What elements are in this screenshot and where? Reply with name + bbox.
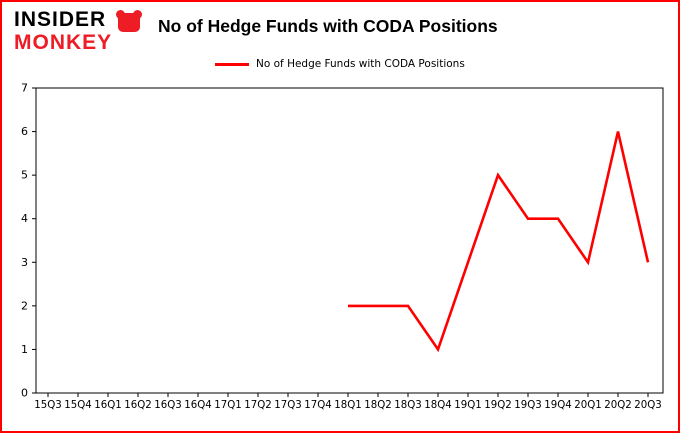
- x-tick-label: 16Q2: [124, 400, 151, 411]
- legend-line-swatch: [215, 62, 249, 66]
- x-tick-label: 20Q2: [604, 400, 631, 411]
- x-tick-label: 19Q2: [484, 400, 511, 411]
- x-tick-label: 18Q3: [394, 400, 421, 411]
- x-tick-label: 20Q3: [634, 400, 661, 411]
- y-tick-label: 3: [21, 256, 28, 269]
- monkey-face: [118, 13, 141, 32]
- x-tick-label: 18Q1: [334, 400, 361, 411]
- logo-text-monkey: MONKEY: [14, 31, 113, 54]
- insider-monkey-logo: INSIDER MONKEY: [14, 9, 143, 53]
- y-tick-label: 1: [21, 343, 28, 356]
- x-tick-label: 20Q1: [574, 400, 601, 411]
- legend-label: No of Hedge Funds with CODA Positions: [256, 58, 465, 70]
- x-tick-label: 16Q1: [94, 400, 121, 411]
- legend: No of Hedge Funds with CODA Positions: [215, 58, 465, 70]
- x-tick-label: 19Q4: [544, 400, 571, 411]
- plot-border: [35, 87, 664, 394]
- series-line: [348, 131, 650, 353]
- x-tick-label: 19Q3: [514, 400, 541, 411]
- x-tick-label: 17Q4: [304, 400, 331, 411]
- x-tick-label: 17Q3: [274, 400, 301, 411]
- logo-text-insider: INSIDER: [14, 8, 107, 31]
- monkey-icon: [116, 10, 143, 32]
- x-tick-label: 19Q1: [454, 400, 481, 411]
- x-tick-label: 17Q1: [214, 400, 241, 411]
- y-tick-label: 5: [21, 169, 28, 182]
- y-tick-label: 6: [21, 125, 28, 138]
- x-tick-label: 18Q2: [364, 400, 391, 411]
- x-tick-label: 15Q3: [34, 400, 61, 411]
- x-tick-label: 16Q3: [154, 400, 181, 411]
- y-tick-label: 4: [21, 212, 28, 225]
- chart-title: No of Hedge Funds with CODA Positions: [158, 16, 498, 36]
- x-tick-label: 15Q4: [64, 400, 91, 411]
- y-tick-label: 0: [21, 387, 28, 400]
- y-tick-label: 2: [21, 299, 28, 312]
- logo-text: INSIDER MONKEY: [14, 9, 112, 53]
- x-tick-label: 18Q4: [424, 400, 451, 411]
- x-tick-label: 16Q4: [184, 400, 211, 411]
- y-tick-label: 7: [21, 82, 28, 95]
- x-tick-label: 17Q2: [244, 400, 271, 411]
